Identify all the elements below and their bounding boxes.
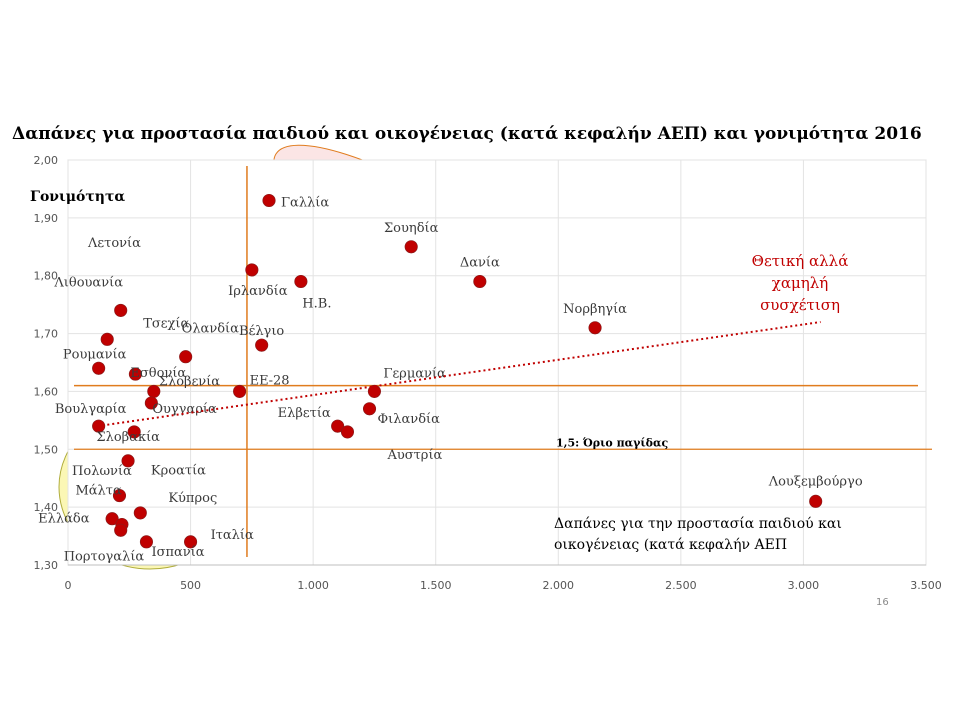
y-tick-label: 1,80 (34, 270, 59, 283)
x-tick-label: 1.000 (297, 579, 329, 592)
label-εε-28: ΕΕ-28 (250, 373, 290, 388)
slide-title: Δαπάνες για προστασία παιδιού και οικογέ… (12, 124, 922, 144)
point-βέλγιο (255, 338, 269, 352)
y-tick-label: 1,70 (34, 328, 59, 341)
label-σουηδία: Σουηδία (384, 221, 439, 236)
label-φιλανδία: Φιλανδία (378, 412, 441, 427)
label-γαλλία: Γαλλία (281, 196, 329, 211)
label-νορβηγία: Νορβηγία (563, 302, 627, 317)
label-ουγγαρία: Ουγγαρία (152, 402, 217, 417)
point-εσθονία (128, 367, 142, 381)
y-tick-label: 1,60 (34, 385, 59, 398)
label-αυστρία: Αυστρία (386, 448, 442, 463)
trend-line (97, 321, 821, 428)
label-ελλάδα: Ελλάδα (38, 512, 90, 527)
y-tick-label: 1,40 (34, 501, 59, 514)
label-τσεχία: Τσεχία (143, 316, 189, 331)
y-axis-title: Γονιμότητα (30, 189, 125, 205)
label-βέλγιο: Βέλγιο (239, 324, 284, 339)
x-axis-title-line: οικογένειας (κατά κεφαλήν ΑΕΠ (554, 536, 787, 553)
label-λιθουανία: Λιθουανία (53, 275, 123, 290)
y-tick-label: 1,90 (34, 212, 59, 225)
point-νορβηγία (588, 321, 602, 335)
point-πολωνία (121, 454, 135, 468)
label-ολανδία: Ολανδία (182, 322, 240, 337)
label-δανία: Δανία (460, 256, 500, 271)
label-ελβετία: Ελβετία (278, 406, 331, 421)
point-εε-28 (233, 384, 247, 398)
label-ισπανία: Ισπανία (151, 545, 204, 560)
trend-annotation-line: Θετική αλλά (752, 252, 849, 270)
point-γερμανία (367, 384, 381, 398)
label-λετονία: Λετονία (87, 236, 141, 251)
point-μάλτα (112, 489, 127, 503)
label-ρουμανία: Ρουμανία (63, 347, 127, 362)
country-labels: Γαλλία Σουηδία Δανία Νορβηγία Ιρλανδία Η.Β. Βέ… (38, 196, 863, 565)
label-η-β-: Η.Β. (302, 297, 331, 312)
point-ουγγαρία (144, 396, 158, 410)
reference-lines: 1,5: Όριο παγίδας (74, 166, 932, 557)
point-ολανδία (179, 350, 193, 364)
point-ελβετία (331, 419, 345, 433)
x-axis-title-line: Δαπάνες για την προστασία παιδιού και (554, 515, 842, 532)
point-η-β- (294, 274, 308, 289)
point-αυστρία (340, 425, 355, 439)
x-tick-label: 0 (65, 579, 72, 592)
x-tick-label: 2.500 (665, 579, 697, 592)
point-φιλανδία (362, 402, 377, 416)
page-number: 16 (876, 597, 889, 608)
axis-ticks: 0 500 1.000 1.500 2.000 2.500 3.000 3.500 1,30 1,… (34, 154, 942, 592)
label-πολωνία: Πολωνία (72, 464, 132, 479)
point-λιθουανία (114, 303, 128, 317)
x-tick-label: 3.500 (910, 579, 942, 592)
point-δανία (473, 274, 487, 289)
label-κύπρος: Κύπρος (168, 491, 217, 506)
trend-annotation-line: συσχέτιση (760, 296, 840, 314)
x-tick-label: 2.000 (543, 579, 575, 592)
point-κύπρος (133, 506, 147, 520)
point-ιρλανδία (245, 263, 259, 277)
point-λουξεμβούργο (809, 494, 823, 508)
label-λουξεμβούργο: Λουξεμβούργο (768, 474, 863, 489)
y-tick-label: 2,00 (34, 154, 59, 167)
gridlines (67, 159, 927, 566)
label-εσθονία: Εσθονία (130, 366, 186, 381)
point-ρουμανία (92, 361, 106, 375)
point-σουηδία (404, 240, 418, 254)
x-tick-label: 500 (180, 579, 201, 592)
label-γερμανία: Γερμανία (383, 366, 446, 381)
annotations: Γονιμότητα Δαπάνες για την προστασία παιδ… (30, 189, 848, 553)
label-μάλτα: Μάλτα (75, 484, 122, 499)
label-πορτογαλία: Πορτογαλία (64, 549, 145, 564)
label-κροατία: Κροατία (151, 464, 206, 479)
label-ιρλανδία: Ιρλανδία (228, 284, 288, 299)
label-σλοβενία: Σλοβενία (159, 374, 221, 389)
point-γαλλία (262, 193, 276, 208)
label-ιταλία: Ιταλία (211, 528, 254, 543)
x-tick-label: 3.000 (788, 579, 820, 592)
x-tick-label: 1.500 (420, 579, 452, 592)
trend-annotation-line: χαμηλή (772, 274, 828, 292)
replacement-threshold-label: 1,5: Όριο παγίδας (556, 436, 668, 449)
data-points (92, 193, 823, 549)
point-σλοβακία (127, 425, 141, 439)
y-tick-label: 1,30 (34, 559, 59, 572)
point-ελλάδα (105, 512, 119, 526)
y-tick-label: 1,50 (34, 443, 59, 456)
point-ιταλία (184, 535, 198, 549)
point-ισπανία (139, 535, 153, 549)
label-βουλγαρία: Βουλγαρία (55, 402, 127, 417)
label-σλοβακία: Σλοβακία (96, 430, 160, 445)
point-τσεχία (100, 332, 114, 346)
point-πορτογαλία (114, 523, 128, 537)
